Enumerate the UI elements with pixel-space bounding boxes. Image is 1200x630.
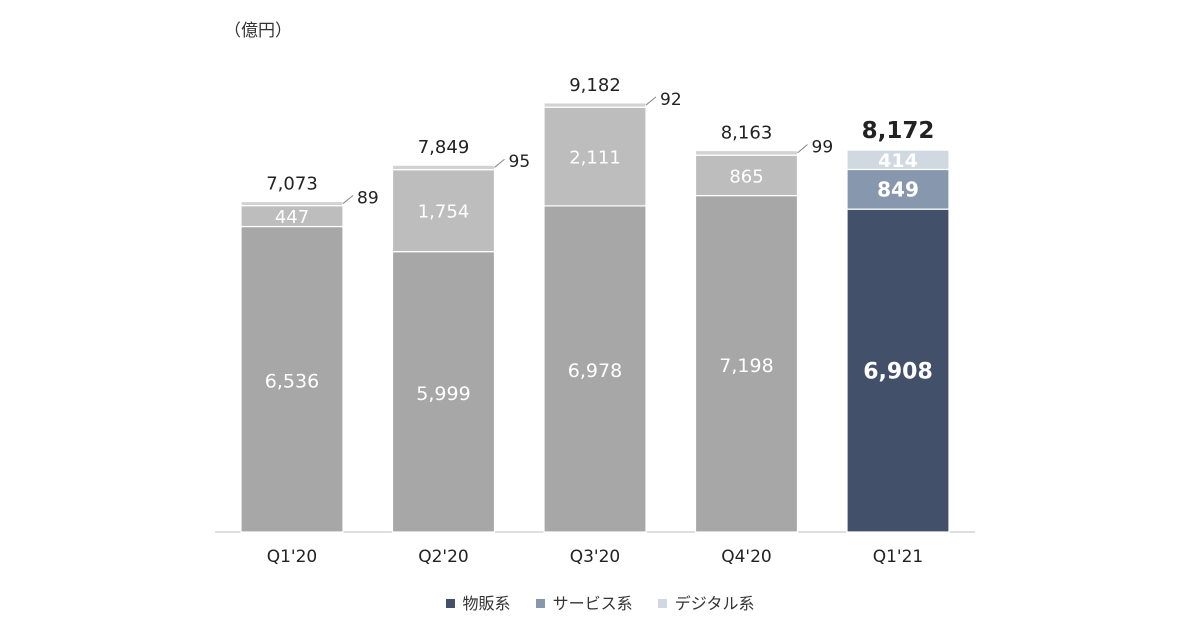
legend-label-goods: 物販系	[462, 594, 511, 613]
data-label: 865	[729, 166, 763, 187]
data-label: 5,999	[416, 383, 470, 405]
leader-line	[494, 158, 505, 168]
total-label: 8,172	[862, 118, 935, 144]
legend-label-digital: デジタル系	[674, 594, 755, 613]
legend-swatch-goods	[445, 599, 455, 608]
leader-line	[342, 195, 354, 204]
total-label: 7,073	[266, 173, 318, 194]
bar-segment	[694, 149, 799, 156]
data-label: 6,978	[568, 360, 622, 382]
bar-segment	[391, 169, 496, 253]
legend-item-digital: デジタル系	[657, 590, 755, 614]
x-tick-label: Q1'20	[267, 547, 318, 567]
bar-segment	[543, 102, 647, 108]
x-tick-label: Q3'20	[570, 547, 621, 567]
leader-line	[797, 144, 808, 154]
bar-segment	[694, 154, 799, 197]
x-tick-label: Q1'21	[873, 547, 924, 567]
data-label: 1,754	[418, 202, 470, 223]
legend-label-services: サービス系	[552, 594, 633, 613]
data-label: 99	[812, 138, 834, 158]
bar-segment	[240, 200, 344, 207]
data-label: 2,111	[569, 148, 621, 169]
data-label: 447	[275, 207, 309, 228]
legend-swatch-services	[535, 599, 545, 608]
data-label: 92	[660, 90, 682, 110]
unit-label: （億円）	[224, 21, 292, 41]
data-label: 95	[509, 152, 531, 172]
data-label: 89	[357, 188, 379, 208]
x-tick-label: Q2'20	[418, 547, 469, 567]
bar-segment	[391, 164, 496, 171]
data-label: 7,198	[719, 355, 773, 377]
legend-swatch-digital	[657, 599, 667, 608]
legend-item-services: サービス系	[535, 590, 633, 614]
total-label: 9,182	[569, 75, 621, 96]
legend: 物販系 サービス系 デジタル系	[0, 590, 1200, 614]
total-label: 7,849	[418, 137, 470, 158]
bar-segment	[240, 225, 344, 533]
bar-segment	[846, 149, 950, 171]
x-tick-label: Q4'20	[721, 547, 772, 567]
data-label: 6,908	[863, 360, 933, 385]
bar-segment	[846, 168, 950, 210]
leader-line	[645, 96, 657, 106]
data-label: 6,536	[265, 370, 319, 392]
data-label: 849	[877, 177, 919, 201]
legend-item-goods: 物販系	[445, 590, 511, 614]
bar-segment	[694, 194, 799, 533]
bar-segment	[543, 205, 647, 533]
bar-segment	[846, 208, 950, 533]
bar-segment	[543, 106, 647, 207]
data-label: 414	[878, 150, 918, 172]
total-label: 8,163	[721, 123, 773, 144]
